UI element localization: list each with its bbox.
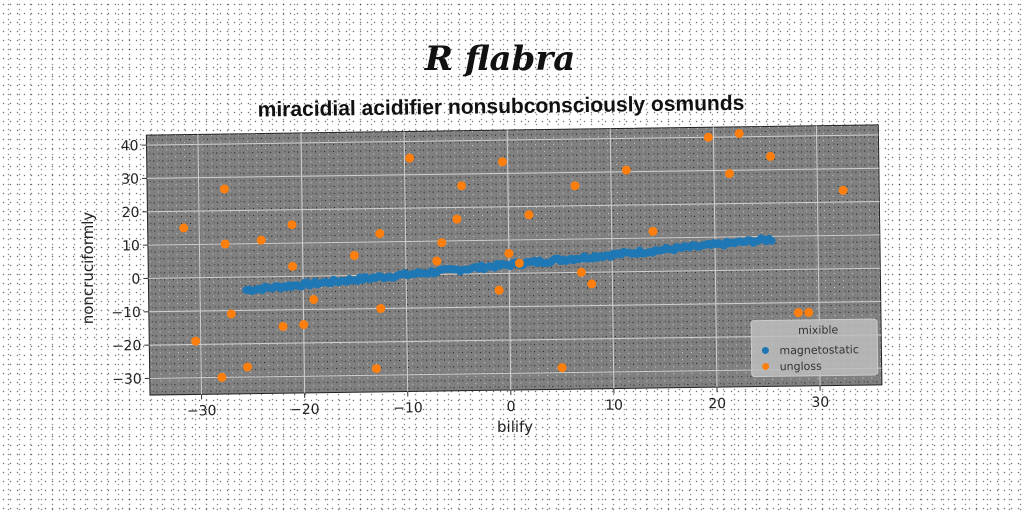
data-point-ungloss [371, 364, 381, 374]
x-tick-label: −30 [187, 403, 217, 419]
data-point-ungloss [243, 362, 253, 372]
x-tick-label: 20 [708, 396, 726, 412]
data-point-ungloss [648, 226, 658, 236]
data-point-ungloss [734, 128, 744, 138]
data-point-ungloss [793, 308, 803, 318]
y-tick-label: 0 [131, 272, 140, 288]
legend-label-magnetostatic: magnetostatic [779, 343, 859, 357]
data-point-ungloss [226, 309, 236, 319]
y-grid-line [147, 201, 880, 213]
x-axis-ticks: −30 −20 −10 0 10 20 30 [187, 385, 829, 420]
data-point-ungloss [804, 308, 814, 318]
y-axis-ticks: −30 −20 −10 0 10 20 30 40 [111, 138, 150, 388]
data-point-ungloss [514, 258, 524, 268]
y-grid-line [148, 301, 881, 313]
data-point-ungloss [179, 223, 189, 233]
data-point-ungloss [724, 169, 734, 179]
data-point-ungloss [703, 132, 713, 142]
data-point-ungloss [452, 214, 462, 224]
data-point-ungloss [557, 363, 567, 373]
data-point-ungloss [287, 220, 297, 230]
chart-suptitle: R flabra [424, 39, 576, 79]
x-tick-label: 10 [605, 397, 623, 413]
y-tick-label: 40 [121, 138, 139, 154]
grid-lines [146, 125, 882, 395]
data-point-magnetostatic [767, 236, 776, 245]
data-point-ungloss [405, 153, 415, 163]
data-point-ungloss [576, 267, 586, 277]
data-point-ungloss [432, 256, 442, 266]
series-ungloss [179, 128, 848, 382]
series-magnetostatic [242, 234, 776, 296]
data-point-ungloss [309, 294, 319, 304]
y-tick-label: 10 [122, 238, 140, 254]
x-axis-label: bilify [497, 418, 533, 436]
y-grid-line [146, 134, 879, 146]
y-tick-label: 20 [122, 205, 140, 221]
data-point-ungloss [217, 372, 227, 382]
legend-box [750, 318, 879, 378]
data-point-ungloss [504, 248, 514, 258]
legend-marker-magnetostatic [761, 346, 769, 354]
x-tick-label: −20 [290, 402, 320, 418]
data-point-ungloss [278, 322, 288, 332]
y-tick-label: −10 [111, 305, 141, 321]
legend-title: mixible [798, 323, 839, 337]
y-grid-line [148, 267, 881, 279]
data-point-ungloss [765, 151, 775, 161]
data-point-ungloss [497, 157, 507, 167]
data-point-ungloss [494, 285, 504, 295]
data-point-ungloss [299, 320, 309, 330]
x-tick-label: 30 [811, 395, 829, 411]
data-point-ungloss [376, 304, 386, 314]
x-tick-label: −10 [393, 400, 423, 416]
data-point-ungloss [219, 184, 229, 194]
data-point-ungloss [570, 181, 580, 191]
y-grid-line [146, 167, 879, 179]
data-point-ungloss [256, 235, 266, 245]
data-point-ungloss [349, 251, 359, 261]
y-tick-label: −20 [112, 338, 142, 354]
data-point-ungloss [437, 238, 447, 248]
data-point-ungloss [191, 336, 201, 346]
legend-marker-ungloss [762, 362, 770, 370]
data-point-ungloss [288, 261, 298, 271]
y-tick-label: −30 [112, 372, 142, 388]
data-point-ungloss [587, 279, 597, 289]
x-tick-label: 0 [506, 399, 515, 415]
data-point-ungloss [375, 229, 385, 239]
legend-label-ungloss: ungloss [780, 360, 823, 374]
y-axis-label: noncruciformly [79, 212, 97, 325]
legend: mixible magnetostatic ungloss [750, 318, 879, 378]
y-tick-label: 30 [121, 172, 139, 188]
data-point-ungloss [457, 181, 467, 191]
data-point-ungloss [220, 239, 230, 249]
data-point-ungloss [524, 210, 534, 220]
chart-title: miracidial acidifier nonsubconsciously o… [258, 92, 745, 122]
data-point-ungloss [621, 165, 631, 175]
data-point-ungloss [838, 185, 848, 195]
